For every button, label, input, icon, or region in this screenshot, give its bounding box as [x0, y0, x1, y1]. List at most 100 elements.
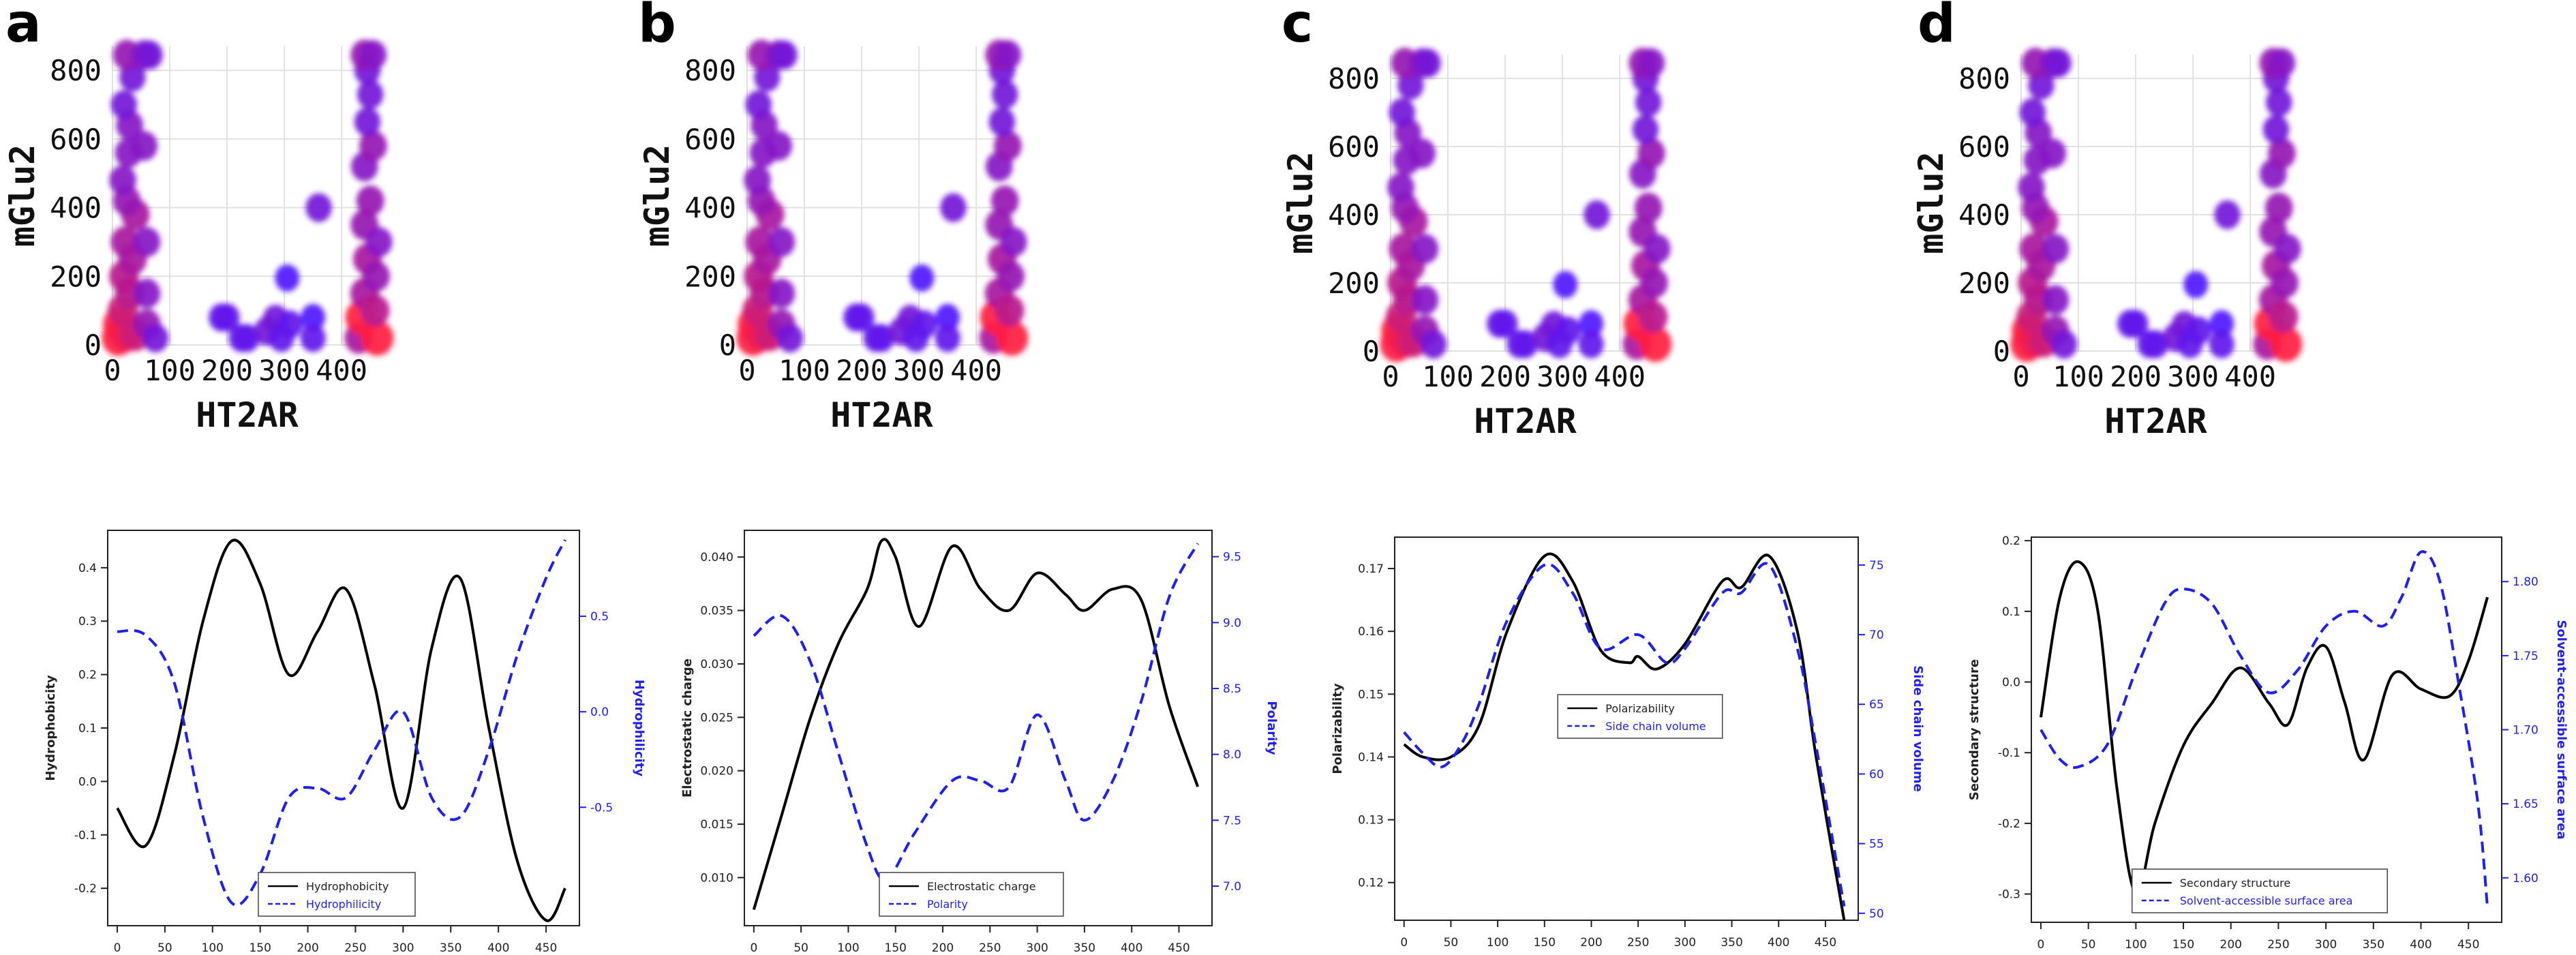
contact-point — [868, 324, 895, 352]
x-tick-label: 200 — [297, 941, 318, 955]
y-tick-label: 600 — [1328, 130, 1380, 164]
y-tick-label: -0.1 — [1998, 746, 2020, 760]
x-tick-label: 350 — [1721, 936, 1742, 950]
x-tick-label: 300 — [258, 354, 310, 387]
x-tick-label: 100 — [2125, 938, 2147, 952]
y-tick-label: 0.17 — [1358, 562, 1384, 576]
y-tick-label: 0.035 — [700, 605, 733, 618]
contact-point — [995, 294, 1025, 327]
contact-point — [356, 185, 384, 216]
x-tick-label: 300 — [893, 354, 945, 387]
contact-point — [2214, 200, 2241, 230]
contact-point — [1640, 267, 1668, 299]
contact-point — [2262, 115, 2290, 145]
contact-point — [909, 264, 935, 292]
contact-point — [1639, 327, 1672, 362]
legend-label: Secondary structure — [2180, 877, 2290, 890]
series-line-1 — [117, 539, 566, 907]
x-tick-label: 400 — [2224, 360, 2276, 393]
x-tick-label: 450 — [2457, 938, 2479, 952]
plot-frame — [744, 530, 1213, 926]
y-tick-label: 0.0 — [78, 775, 97, 789]
x-tick-label: 400 — [950, 354, 1002, 387]
contact-point — [110, 226, 140, 258]
y-tick-label: 0.14 — [1358, 751, 1384, 764]
contact-point — [2018, 172, 2045, 202]
contact-point — [1635, 87, 1662, 117]
y-tick-label: 0.030 — [700, 658, 733, 671]
series-line-0 — [752, 538, 1200, 911]
y-tick-label: 800 — [684, 54, 736, 87]
contact-point — [991, 80, 1018, 109]
contact-point — [133, 278, 161, 309]
y-tick-label: 200 — [50, 260, 102, 293]
contact-point — [357, 80, 384, 109]
y-right-tick-label: 9.5 — [1223, 551, 1241, 564]
contact-point — [360, 294, 390, 327]
x-tick-label: 50 — [157, 941, 172, 955]
x-tick-label: 100 — [1422, 360, 1474, 393]
x-tick-label: 0 — [738, 354, 755, 387]
series-line-0 — [1403, 552, 1846, 921]
series-line-1 — [2040, 550, 2489, 908]
legend: Secondary structure Solvent-accessible su… — [2132, 868, 2388, 913]
x-tick-label: 250 — [1627, 936, 1649, 950]
y-right-tick-label: 1.80 — [2513, 575, 2539, 589]
y-axis-label: Hydrophobicity — [44, 675, 58, 780]
plot-frame — [107, 530, 580, 926]
contact-point — [354, 107, 381, 136]
x-axis-label: HT2AR — [830, 395, 933, 435]
property-plot-c: 0 50 100 150 200 250 300 350 400 450 0.12 0.13 0.14 0… — [1331, 536, 1925, 950]
contact-point — [1634, 192, 1663, 224]
y-right-tick-label: 1.75 — [2513, 650, 2539, 663]
legend: Electrostatic charge Polarity — [879, 872, 1064, 917]
plot-frame — [1394, 536, 1859, 921]
x-tick-label: 100 — [1487, 936, 1509, 950]
x-tick-label: 300 — [392, 941, 414, 955]
contact-point — [277, 310, 303, 339]
y-tick-label: 200 — [1958, 267, 2010, 300]
x-tick-label: 350 — [440, 941, 461, 955]
contact-point — [1638, 301, 1668, 333]
contact-point — [2045, 48, 2072, 78]
y-right-tick-label: 1.60 — [2513, 872, 2539, 885]
x-tick-label: 0 — [104, 354, 121, 387]
x-tick-label: 0 — [750, 941, 757, 955]
y-tick-label: 0.040 — [700, 551, 733, 564]
series-line-1 — [1403, 562, 1846, 907]
y-right-tick-label: 9.0 — [1223, 616, 1241, 630]
y-tick-label: 0.16 — [1358, 625, 1384, 639]
contact-point — [1643, 234, 1671, 264]
contact-point — [2042, 285, 2070, 315]
contact-point — [2183, 271, 2209, 299]
y-tick-label: 800 — [1958, 62, 2010, 95]
contact-points — [2010, 48, 2303, 362]
x-tick-label: 0 — [2037, 938, 2045, 952]
contact-point — [305, 193, 332, 222]
contact-point — [849, 303, 875, 332]
y-axis-label: mGlu2 — [637, 145, 677, 247]
x-tick-label: 200 — [2220, 938, 2242, 952]
x-tick-label: 450 — [1815, 936, 1836, 950]
y-tick-label: 0.2 — [2002, 534, 2020, 548]
contact-point — [999, 227, 1027, 257]
x-tick-label: 400 — [487, 941, 509, 955]
y-tick-label: 0.1 — [78, 722, 97, 736]
contact-point — [2039, 138, 2067, 168]
contact-point — [935, 324, 960, 352]
contact-point — [768, 227, 795, 257]
y-tick-label: 0.4 — [78, 562, 97, 575]
y-tick-label: 800 — [1328, 62, 1380, 95]
y-tick-label: 0.2 — [78, 669, 97, 682]
y-tick-label: 800 — [50, 54, 102, 87]
y-tick-label: -0.2 — [74, 882, 97, 896]
panel-letter-a: a — [5, 0, 42, 55]
x-tick-label: 300 — [2315, 938, 2337, 952]
x-tick-label: 100 — [202, 941, 224, 955]
x-tick-label: 100 — [2052, 360, 2104, 393]
contact-point — [1512, 330, 1539, 359]
y-axis-label: mGlu2 — [1911, 151, 1951, 254]
contact-point — [745, 90, 772, 119]
y-right-tick-label: 60 — [1869, 768, 1884, 781]
